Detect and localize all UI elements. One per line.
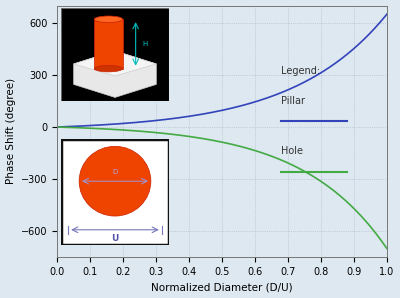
Text: Hole: Hole: [281, 146, 303, 156]
Text: Legend:: Legend:: [281, 66, 320, 76]
Text: Pillar: Pillar: [281, 96, 305, 106]
Ellipse shape: [94, 65, 123, 72]
X-axis label: Normalized Diameter (D/U): Normalized Diameter (D/U): [151, 283, 293, 292]
Ellipse shape: [94, 16, 123, 23]
Text: H: H: [142, 41, 148, 47]
Text: D: D: [112, 169, 118, 175]
Polygon shape: [74, 51, 156, 76]
Polygon shape: [94, 19, 123, 69]
Polygon shape: [74, 51, 156, 97]
Circle shape: [79, 146, 151, 216]
Y-axis label: Phase Shift (degree): Phase Shift (degree): [6, 78, 16, 184]
Text: U: U: [111, 234, 119, 243]
